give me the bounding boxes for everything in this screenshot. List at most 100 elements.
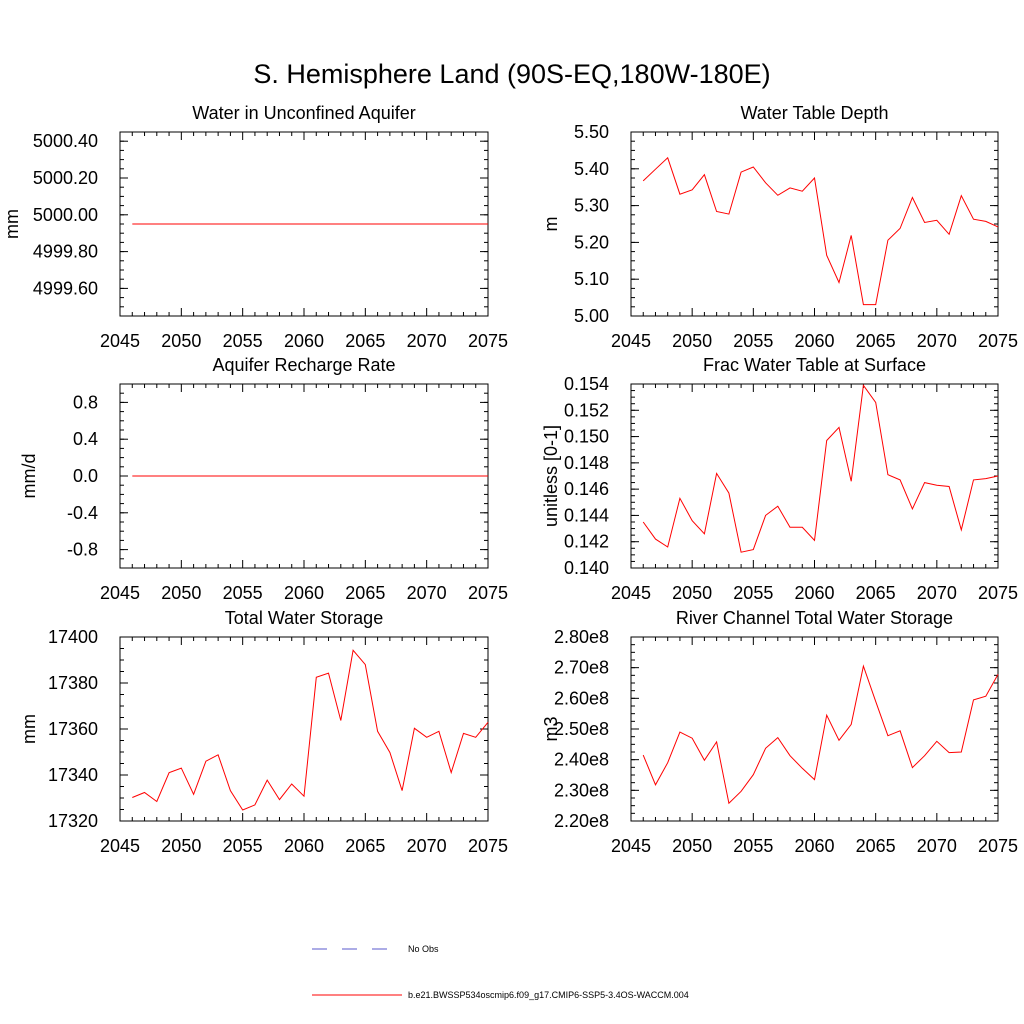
x-tick-label: 2065 bbox=[345, 836, 385, 856]
y-tick-label: -0.4 bbox=[67, 503, 98, 523]
series-line bbox=[132, 649, 489, 811]
panel-aquifer: Water in Unconfined Aquifer 2045 2050 2055 2… bbox=[2, 103, 508, 351]
x-tick-label: 2055 bbox=[223, 836, 263, 856]
y-tick-label: 17380 bbox=[48, 673, 98, 693]
y-tick-label: 5.00 bbox=[574, 306, 609, 326]
panel-river: River Channel Total Water Storage 2045 205… bbox=[541, 608, 1018, 856]
y-tick-label: 4999.80 bbox=[33, 242, 98, 262]
y-tick-label: 17400 bbox=[48, 627, 98, 647]
x-tick-label: 2070 bbox=[917, 331, 957, 351]
x-tick-label: 2065 bbox=[345, 583, 385, 603]
y-tick-label: 2.50e8 bbox=[554, 719, 609, 739]
y-tick-label: 0.150 bbox=[564, 427, 609, 447]
x-tick-label: 2045 bbox=[611, 836, 651, 856]
x-tick-label: 2070 bbox=[407, 583, 447, 603]
x-tick-label: 2045 bbox=[100, 331, 140, 351]
legend: No Obs b.e21.BWSSP534oscmip6.f09_g17.CMI… bbox=[312, 944, 689, 1000]
plot-frame bbox=[630, 636, 999, 822]
x-tick-label: 2050 bbox=[161, 583, 201, 603]
y-axis-label: m bbox=[541, 217, 561, 232]
panel-tws: Total Water Storage 2045 2050 2055 2060 2065 2… bbox=[19, 608, 508, 856]
x-tick-label: 2070 bbox=[407, 331, 447, 351]
x-tick-label: 2065 bbox=[345, 331, 385, 351]
y-tick-label: 2.80e8 bbox=[554, 627, 609, 647]
panel-title: Water Table Depth bbox=[740, 103, 888, 123]
y-axis-label: mm/d bbox=[19, 454, 39, 499]
panel-title: Total Water Storage bbox=[225, 608, 383, 628]
x-tick-label: 2060 bbox=[794, 331, 834, 351]
y-tick-label: 5.30 bbox=[574, 196, 609, 216]
y-tick-label: 17340 bbox=[48, 765, 98, 785]
x-tick-label: 2065 bbox=[856, 331, 896, 351]
panel-grid: Water in Unconfined Aquifer 2045 2050 2055 2… bbox=[2, 103, 1018, 856]
legend-obs-label: No Obs bbox=[408, 944, 439, 954]
y-tick-label: 5000.00 bbox=[33, 205, 98, 225]
y-tick-label: 5.40 bbox=[574, 159, 609, 179]
y-tick-label: 2.30e8 bbox=[554, 780, 609, 800]
series-line bbox=[642, 383, 999, 553]
y-tick-label: 2.40e8 bbox=[554, 750, 609, 770]
x-tick-label: 2070 bbox=[407, 836, 447, 856]
y-tick-label: 2.20e8 bbox=[554, 811, 609, 831]
x-tick-label: 2050 bbox=[672, 583, 712, 603]
x-tick-label: 2075 bbox=[978, 583, 1018, 603]
panel-title: River Channel Total Water Storage bbox=[676, 608, 953, 628]
y-tick-label: 0.152 bbox=[564, 400, 609, 420]
panel-wtd: Water Table Depth 2045 2050 2055 2060 2065 207… bbox=[541, 103, 1018, 351]
y-tick-label: 0.8 bbox=[73, 392, 98, 412]
x-tick-label: 2065 bbox=[856, 836, 896, 856]
panel-recharge: Aquifer Recharge Rate 2045 2050 2055 2060 206… bbox=[19, 355, 508, 603]
x-tick-label: 2070 bbox=[917, 583, 957, 603]
x-tick-label: 2045 bbox=[100, 583, 140, 603]
x-tick-label: 2045 bbox=[611, 331, 651, 351]
y-tick-label: 17320 bbox=[48, 811, 98, 831]
y-tick-label: 0.154 bbox=[564, 374, 609, 394]
x-tick-label: 2060 bbox=[284, 583, 324, 603]
y-tick-label: 4999.60 bbox=[33, 278, 98, 298]
panel-title: Water in Unconfined Aquifer bbox=[192, 103, 415, 123]
y-tick-label: 0.142 bbox=[564, 532, 609, 552]
y-tick-label: 5.20 bbox=[574, 232, 609, 252]
x-tick-label: 2060 bbox=[284, 836, 324, 856]
x-tick-label: 2060 bbox=[794, 836, 834, 856]
y-tick-label: 17360 bbox=[48, 719, 98, 739]
panel-fwts: Frac Water Table at Surface 2045 2050 2055 2… bbox=[541, 355, 1018, 603]
y-tick-label: 5.10 bbox=[574, 269, 609, 289]
series-line bbox=[642, 156, 999, 306]
y-axis-label: m3 bbox=[541, 716, 561, 741]
panel-title: Frac Water Table at Surface bbox=[703, 355, 926, 375]
y-tick-label: -0.8 bbox=[67, 540, 98, 560]
y-tick-label: 0.146 bbox=[564, 479, 609, 499]
x-tick-label: 2075 bbox=[978, 836, 1018, 856]
x-tick-label: 2075 bbox=[468, 836, 508, 856]
y-axis-label: mm bbox=[2, 209, 22, 239]
x-tick-label: 2055 bbox=[223, 331, 263, 351]
y-tick-label: 0.148 bbox=[564, 453, 609, 473]
y-tick-label: 2.70e8 bbox=[554, 658, 609, 678]
x-tick-label: 2075 bbox=[468, 583, 508, 603]
x-tick-label: 2045 bbox=[611, 583, 651, 603]
y-axis-label: mm bbox=[19, 714, 39, 744]
legend-model-label: b.e21.BWSSP534oscmip6.f09_g17.CMIP6-SSP5… bbox=[408, 990, 689, 1000]
x-tick-label: 2060 bbox=[284, 331, 324, 351]
x-tick-label: 2045 bbox=[100, 836, 140, 856]
plot-frame bbox=[630, 131, 999, 317]
y-tick-label: 0.0 bbox=[73, 466, 98, 486]
x-tick-label: 2050 bbox=[161, 836, 201, 856]
x-tick-label: 2050 bbox=[672, 836, 712, 856]
figure-title: S. Hemisphere Land (90S-EQ,180W-180E) bbox=[253, 59, 770, 89]
x-tick-label: 2055 bbox=[733, 836, 773, 856]
x-tick-label: 2060 bbox=[794, 583, 834, 603]
x-tick-label: 2055 bbox=[223, 583, 263, 603]
y-axis-label: unitless [0-1] bbox=[541, 425, 561, 527]
y-tick-label: 5.50 bbox=[574, 122, 609, 142]
x-tick-label: 2070 bbox=[917, 836, 957, 856]
y-tick-label: 5000.20 bbox=[33, 168, 98, 188]
x-tick-label: 2075 bbox=[468, 331, 508, 351]
x-tick-label: 2050 bbox=[161, 331, 201, 351]
y-tick-label: 0.4 bbox=[73, 429, 98, 449]
series-line bbox=[642, 664, 999, 805]
y-tick-label: 0.140 bbox=[564, 558, 609, 578]
y-tick-label: 0.144 bbox=[564, 505, 609, 525]
